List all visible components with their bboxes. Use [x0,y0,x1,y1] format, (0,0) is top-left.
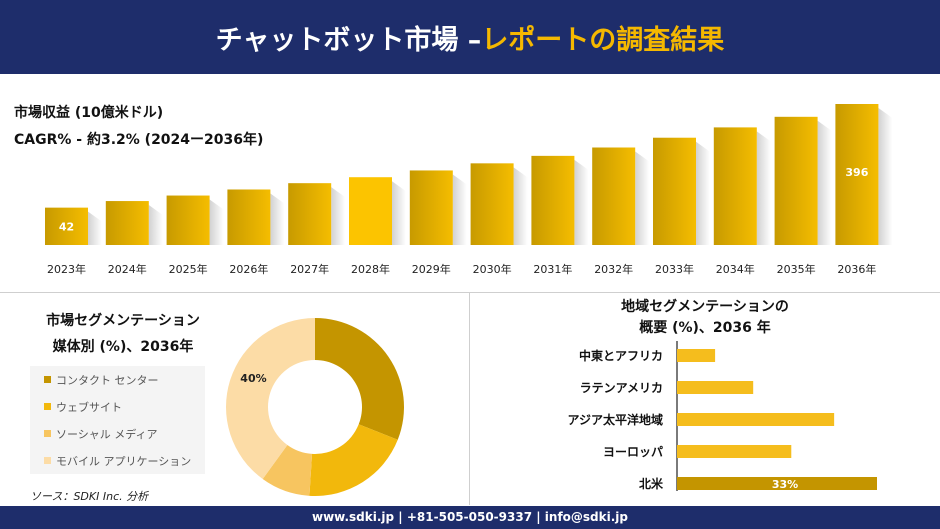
bar [166,195,210,245]
bar [105,201,149,245]
donut-slice [226,318,315,480]
x-tick-label: 2030年 [473,262,512,276]
page-title: チャットボット市場 –レポートの調査結果 [0,18,940,57]
segment-title-line1: 市場セグメンテーション [46,313,200,329]
bar-shadow [331,187,346,245]
bar-shadow [209,199,224,245]
legend-item: モバイル アプリケーション [44,453,191,469]
revenue-bar-chart: 2023年 42 2024年 2025年 2026年 2027年 2028年 2029年 203… [45,104,893,276]
slice-data-label: 40% [240,372,266,385]
donut-slice [309,424,398,496]
bar-shadow [513,167,528,245]
bar [349,177,392,245]
bar-shadow [756,131,771,245]
pie-legend: コンタクト センター ウェブサイト ソーシャル メディア モバイル アプリケーシ… [30,366,205,474]
x-tick-label: 2026年 [229,262,268,276]
legend-swatch [44,403,51,410]
bar-shadow [817,120,832,245]
title-yellow-part: レポートの調査結果 [481,25,725,56]
bar [677,445,792,458]
legend-item: ソーシャル メディア [44,426,158,442]
y-tick-label: ラテンアメリカ [580,381,663,395]
legend-swatch [44,457,51,464]
x-tick-label: 2029年 [412,262,451,276]
legend-label: コンタクト センター [56,374,159,387]
bar-shadow [148,205,163,245]
y-tick-label: 中東とアフリカ [579,348,663,363]
bar [45,207,88,245]
segment-title-line2: 媒体別 (%)、2036年 [52,339,194,355]
region-title-line1: 地域セグメンテーションの [621,299,789,315]
bar-shadow [635,151,650,245]
bar [713,127,757,245]
x-tick-label: 2033年 [655,262,694,276]
bar-data-label: 42 [59,220,74,233]
bar-data-label: 33% [772,478,798,491]
bar [677,381,754,394]
legend-label: モバイル アプリケーション [56,455,192,468]
media-donut-chart: 40% [226,318,404,496]
cagr-label: CAGR% - 約3.2% (2024ー2036年) [14,132,264,148]
y-tick-label: アジア太平洋地域 [567,412,663,427]
bar [470,163,514,245]
x-tick-label: 2027年 [290,262,329,276]
bar [677,349,716,362]
x-tick-label: 2023年 [47,262,86,276]
donut-slice [262,445,313,496]
legend-item: ウェブサイト [44,399,122,415]
vertical-divider [469,293,470,505]
horizontal-divider [0,292,940,293]
bar [835,104,879,245]
x-tick-label: 2028年 [351,262,390,276]
x-tick-label: 2035年 [777,262,816,276]
bar [409,170,453,245]
legend-swatch [44,376,51,383]
bar-shadow [696,141,710,245]
bar [677,477,877,490]
legend-item: コンタクト センター [44,372,159,388]
x-tick-label: 2036年 [837,262,876,276]
x-tick-label: 2031年 [533,262,572,276]
bar-shadow [270,193,285,245]
bar-shadow [574,159,589,245]
bar-shadow [452,174,467,245]
source-note: ソース：SDKI Inc. 分析 [30,490,149,503]
bar [653,137,696,245]
y-tick-label: ヨーロッパ [603,445,663,459]
footer-contact: www.sdki.jp | +81-505-050-9337 | info@sd… [0,506,940,529]
x-tick-label: 2025年 [169,262,208,276]
bar [677,413,835,426]
revenue-label: 市場収益 (10億米ドル) [14,105,164,121]
x-tick-label: 2024年 [108,262,147,276]
y-tick-label: 北米 [639,476,664,491]
donut-slice [315,318,404,440]
bar [592,147,636,245]
bar-shadow [88,211,102,245]
bar-shadow [392,181,406,245]
x-tick-label: 2032年 [594,262,633,276]
bar [531,155,575,245]
bar [774,116,818,245]
legend-swatch [44,430,51,437]
x-tick-label: 2034年 [716,262,755,276]
title-white-part: チャットボット市場 – [215,25,482,56]
bar-shadow [878,108,893,245]
header-banner: チャットボット市場 –レポートの調査結果 [0,0,940,74]
legend-label: ソーシャル メディア [56,428,158,441]
region-title-line2: 概要 (%)、2036 年 [639,320,771,336]
bar [227,189,271,245]
bar-data-label: 396 [845,166,868,179]
legend-label: ウェブサイト [56,401,122,414]
bar [288,183,332,245]
